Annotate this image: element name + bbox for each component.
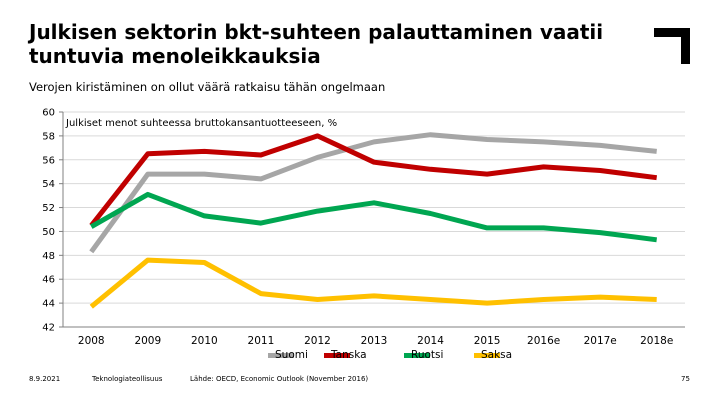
x-tick-label: 2008 [78, 335, 105, 347]
x-tick-label: 2013 [361, 335, 388, 347]
y-tick-label: 52 [42, 203, 55, 214]
y-tick-label: 48 [42, 251, 55, 262]
y-tick-label: 50 [42, 227, 55, 238]
y-tick-label: 58 [42, 131, 55, 142]
y-tick-label: 60 [42, 108, 55, 119]
footer-organization: Teknologiateollisuus [92, 375, 163, 383]
series-line-ruotsi [90, 191, 658, 243]
series-line-saksa [89, 257, 657, 309]
x-tick-label: 2016e [527, 335, 560, 347]
x-tick-label: 2015 [474, 335, 501, 347]
x-tick-label: 2011 [248, 335, 275, 347]
chart-axes [59, 111, 685, 328]
x-tick-label: 2017e [584, 335, 617, 347]
legend-swatch-saksa [474, 353, 500, 358]
legend-label-ruotsi: Ruotsi [411, 349, 444, 361]
legend-label-saksa: Saksa [481, 349, 513, 361]
slide-title: Julkisen sektorin bkt-suhteen palauttami… [29, 20, 604, 68]
x-tick-label: 2014 [417, 335, 444, 347]
series-line-suomi [89, 132, 657, 254]
x-tick-label: 2018e [640, 335, 673, 347]
corner-bracket-logo [654, 28, 690, 64]
series-line-tanska [89, 133, 658, 228]
x-tick-label: 2012 [304, 335, 331, 347]
footer-source: Lähde: OECD, Economic Outlook (November … [190, 375, 369, 383]
chart-series [89, 132, 658, 309]
footer-page-number: 75 [681, 375, 690, 383]
legend-swatch-ruotsi [404, 353, 430, 358]
x-tick-label: 2010 [191, 335, 218, 347]
x-tick-label: 2009 [134, 335, 161, 347]
slide-subtitle: Verojen kiristäminen on ollut väärä ratk… [29, 80, 386, 94]
legend-label-tanska: Tanska [331, 349, 367, 361]
legend-swatch-suomi [268, 353, 294, 358]
legend-label-suomi: Suomi [275, 349, 308, 361]
chart-ticks: 60 58 56 54 52 50 48 46 44 42 2008 2009 2010 2011 2012… [42, 108, 673, 348]
footer-date: 8.9.2021 [29, 375, 61, 383]
y-tick-label: 56 [42, 155, 55, 166]
chart-title: Julkiset menot suhteessa bruttokansantuo… [65, 118, 337, 129]
y-tick-label: 54 [42, 179, 55, 190]
logo-bar-horizontal [654, 28, 690, 37]
legend-swatch-tanska [324, 353, 350, 358]
y-tick-label: 44 [42, 299, 55, 310]
y-tick-label: 46 [42, 275, 55, 286]
y-tick-label: 42 [42, 323, 55, 334]
logo-bar-vertical [681, 28, 690, 64]
